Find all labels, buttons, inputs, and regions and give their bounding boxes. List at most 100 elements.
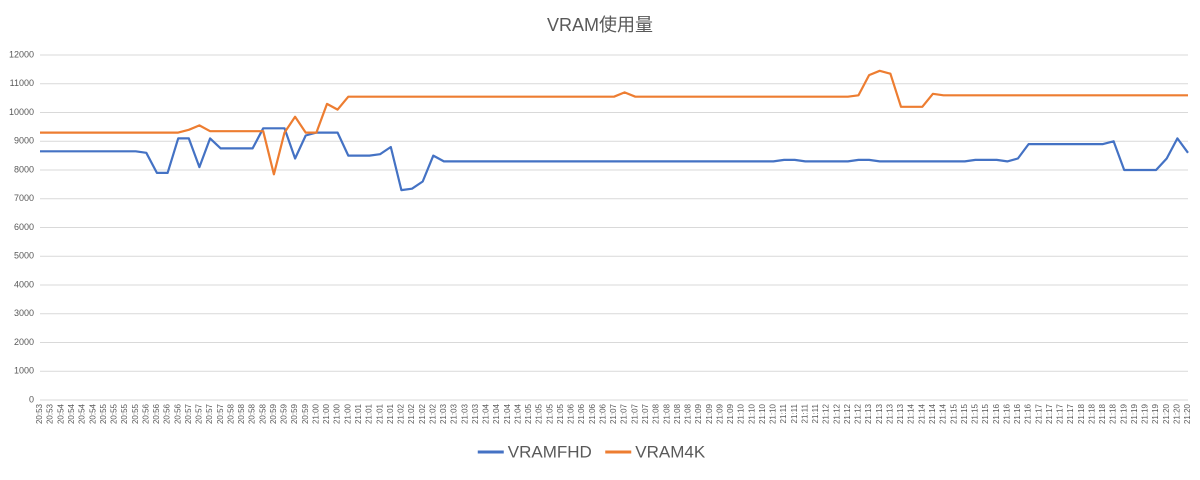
- x-tick-label: 20:59: [301, 403, 310, 424]
- y-tick-label: 5000: [14, 251, 34, 261]
- x-tick-label: 21:07: [620, 403, 629, 424]
- x-tick-label: 20:55: [120, 403, 129, 424]
- x-tick-label: 21:17: [1056, 403, 1065, 424]
- x-tick-label: 21:09: [715, 403, 724, 424]
- y-tick-label: 12000: [9, 49, 34, 59]
- data-line: [40, 69, 1188, 176]
- x-tick-label: 21:18: [1077, 403, 1086, 424]
- y-tick-label: 0: [29, 394, 34, 404]
- x-tick-label: 21:14: [939, 403, 948, 424]
- x-tick-label: 20:54: [88, 403, 97, 424]
- x-tick-label: 21:03: [471, 403, 480, 424]
- y-tick-label: 7000: [14, 193, 34, 203]
- x-tick-label: 20:58: [226, 403, 235, 424]
- x-tick-label: 20:59: [290, 403, 299, 424]
- x-tick-label: 20:57: [184, 403, 193, 424]
- x-tick-label: 21:14: [917, 403, 926, 424]
- x-tick-label: 21:20: [1162, 403, 1171, 424]
- y-tick-label: 9000: [14, 136, 34, 146]
- x-tick-label: 20:55: [99, 403, 108, 424]
- chart-title: VRAM使用量: [547, 15, 653, 35]
- x-tick-label: 20:56: [141, 403, 150, 424]
- x-tick-label: 21:08: [662, 403, 671, 424]
- x-tick-label: 21:06: [598, 403, 607, 424]
- x-tick-label: 21:18: [1109, 403, 1118, 424]
- x-tick-label: 21:13: [864, 403, 873, 424]
- x-tick-label: 21:12: [843, 403, 852, 424]
- x-tick-label: 21:02: [407, 403, 416, 424]
- x-tick-label: 21:15: [971, 403, 980, 424]
- x-tick-label: 21:04: [513, 403, 522, 424]
- y-tick-label: 1000: [14, 366, 34, 376]
- x-tick-label: 21:06: [588, 403, 597, 424]
- x-tick-label: 21:07: [630, 403, 639, 424]
- x-tick-label: 21:18: [1087, 403, 1096, 424]
- x-tick-label: 21:14: [928, 403, 937, 424]
- x-tick-label: 20:55: [110, 403, 119, 424]
- x-tick-label: 21:11: [790, 403, 799, 423]
- x-tick-label: 20:59: [269, 403, 278, 424]
- x-tick-label: 21:09: [694, 403, 703, 424]
- y-tick-label: 2000: [14, 337, 34, 347]
- x-tick-label: 21:03: [450, 403, 459, 424]
- x-tick-label: 21:11: [800, 403, 809, 423]
- x-tick-label: 20:57: [205, 403, 214, 424]
- x-tick-label: 21:00: [343, 403, 352, 424]
- y-tick-label: 6000: [14, 222, 34, 232]
- x-tick-label: 20:55: [131, 403, 140, 424]
- x-tick-label: 21:01: [386, 403, 395, 424]
- x-tick-label: 20:56: [163, 403, 172, 424]
- x-tick-label: 21:08: [673, 403, 682, 424]
- x-tick-label: 21:17: [1034, 403, 1043, 424]
- x-tick-label: 21:04: [482, 403, 491, 424]
- x-tick-label: 21:00: [311, 403, 320, 424]
- x-tick-label: 21:09: [726, 403, 735, 424]
- data-line: [40, 127, 1189, 192]
- x-tick-label: 21:11: [779, 403, 788, 423]
- x-tick-label: 21:03: [460, 403, 469, 424]
- x-tick-label: 20:54: [67, 403, 76, 424]
- x-tick-label: 20:54: [56, 403, 65, 424]
- x-tick-label: 21:19: [1119, 403, 1128, 424]
- x-tick-label: 21:05: [545, 403, 554, 424]
- x-tick-label: 21:02: [428, 403, 437, 424]
- x-tick-label: 21:06: [567, 403, 576, 424]
- x-tick-label: 21:07: [641, 403, 650, 424]
- x-tick-label: 20:56: [173, 403, 182, 424]
- x-tick-label: 21:13: [896, 403, 905, 424]
- x-tick-label: 21:17: [1066, 403, 1075, 424]
- x-tick-label: 21:12: [822, 403, 831, 424]
- x-tick-label: 21:14: [907, 403, 916, 424]
- x-tick-label: 21:02: [397, 403, 406, 424]
- y-tick-label: 8000: [14, 164, 34, 174]
- x-tick-label: 20:58: [237, 403, 246, 424]
- x-tick-label: 21:08: [684, 403, 693, 424]
- x-tick-label: 21:15: [981, 403, 990, 424]
- x-tick-label: 20:57: [216, 403, 225, 424]
- y-tick-label: 11000: [10, 78, 34, 88]
- x-tick-label: 21:02: [418, 403, 427, 424]
- x-tick-label: 21:16: [1013, 403, 1022, 424]
- x-tick-label: 21:12: [854, 403, 863, 424]
- x-tick-label: 21:01: [375, 403, 384, 424]
- x-tick-label: 21:19: [1130, 403, 1139, 424]
- x-tick-label: 21:12: [832, 403, 841, 424]
- x-tick-label: 21:10: [769, 403, 778, 424]
- x-tick-label: 21:20: [1183, 403, 1192, 424]
- y-tick-label: 4000: [14, 279, 34, 289]
- x-tick-label: 20:53: [35, 403, 44, 424]
- x-tick-label: 21:13: [885, 403, 894, 424]
- x-tick-label: 21:05: [556, 403, 565, 424]
- x-tick-label: 21:04: [492, 403, 501, 424]
- x-tick-label: 20:57: [195, 403, 204, 424]
- x-tick-label: 21:19: [1141, 403, 1150, 424]
- x-tick-label: 20:58: [258, 403, 267, 424]
- y-tick-label: 3000: [14, 308, 34, 318]
- x-tick-label: 21:00: [322, 403, 331, 424]
- x-tick-label: 21:01: [354, 403, 363, 424]
- x-tick-label: 21:03: [439, 403, 448, 424]
- x-tick-label: 21:15: [949, 403, 958, 424]
- y-tick-label: 10000: [9, 107, 34, 117]
